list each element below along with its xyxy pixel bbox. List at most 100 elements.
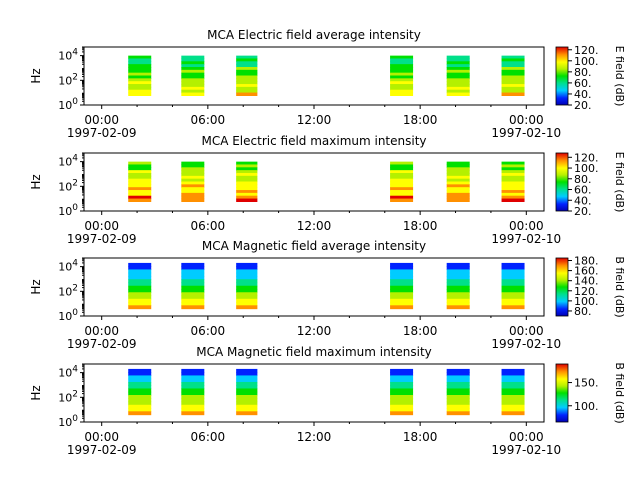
spectrogram-cell xyxy=(446,398,470,403)
spectrogram-cell xyxy=(236,190,258,194)
spectrogram-cell xyxy=(128,69,152,74)
spectrogram-cell xyxy=(446,89,470,94)
spectrogram-cell xyxy=(236,305,258,310)
spectrogram-cell xyxy=(181,192,205,197)
spectrogram-cell xyxy=(181,92,205,96)
spectrogram-cell xyxy=(181,262,205,267)
spectrogram-cell xyxy=(128,86,152,91)
x-tick-label: 06:00 xyxy=(191,324,226,338)
spectrogram-cell xyxy=(128,184,152,188)
spectrogram-cell xyxy=(501,266,525,271)
spectrogram-cell xyxy=(446,190,470,194)
spectrogram-cell xyxy=(446,388,470,393)
spectrogram-cell xyxy=(128,279,152,284)
spectrogram-cell xyxy=(446,269,470,274)
spectrogram-cell xyxy=(446,184,470,188)
spectrogram-cell xyxy=(236,391,258,396)
spectrogram-cell xyxy=(390,187,414,191)
spectrogram-cell xyxy=(446,178,470,183)
y-tick-base: 10 xyxy=(58,416,72,429)
spectrogram-cell xyxy=(236,275,258,280)
spectrogram-cell xyxy=(501,86,525,91)
y-tick-base: 10 xyxy=(58,285,72,298)
spectrogram-cell xyxy=(236,84,258,88)
spectrogram-cell xyxy=(128,92,152,96)
spectrogram-cell xyxy=(446,408,470,412)
spectrogram-block xyxy=(390,161,414,202)
spectrogram-cell xyxy=(181,289,205,293)
spectrogram-cell xyxy=(390,69,414,74)
spectrogram-cell xyxy=(181,86,205,91)
spectrogram-cell xyxy=(446,302,470,306)
spectrogram-cell xyxy=(446,64,470,68)
spectrogram-cell xyxy=(181,411,205,416)
spectrogram-cell xyxy=(390,401,414,406)
spectrogram-cell xyxy=(446,385,470,390)
y-tick-base: 10 xyxy=(58,74,72,87)
chart-panel-2: MCA Electric field maximum intensity1001… xyxy=(29,134,626,246)
spectrogram-block xyxy=(128,368,152,416)
x-tick-label: 18:00 xyxy=(403,430,438,444)
spectrogram-cell xyxy=(236,86,258,91)
spectrogram-cell xyxy=(446,295,470,300)
spectrogram-cell xyxy=(501,58,525,62)
spectrogram-cell xyxy=(236,408,258,412)
spectrogram-cell xyxy=(446,372,470,377)
spectrogram-cell xyxy=(501,61,525,65)
spectrogram-cell xyxy=(128,75,152,79)
spectrogram-cell xyxy=(236,295,258,300)
colorbar-tick-label: 140. xyxy=(574,275,599,288)
spectrogram-cell xyxy=(501,195,525,200)
y-tick-exponent: 0 xyxy=(72,97,78,107)
spectrogram-cell xyxy=(128,295,152,300)
spectrogram-cell xyxy=(390,64,414,68)
colorbar-tick-label: 120. xyxy=(574,151,599,164)
x-tick-label: 12:00 xyxy=(297,430,332,444)
spectrogram-cell xyxy=(236,266,258,271)
y-tick-base: 10 xyxy=(58,261,72,274)
spectrogram-cell xyxy=(390,378,414,383)
spectrogram-cell xyxy=(236,178,258,183)
colorbar-tick-label: 80. xyxy=(574,66,592,79)
spectrogram-cell xyxy=(390,391,414,396)
spectrogram-cell xyxy=(181,401,205,406)
spectrogram-cell xyxy=(446,86,470,91)
spectrogram-cell xyxy=(501,305,525,310)
spectrogram-cell xyxy=(236,292,258,297)
spectrogram-cell xyxy=(390,84,414,88)
spectrogram-cell xyxy=(236,66,258,71)
spectrogram-cell xyxy=(236,298,258,303)
colorbar-tick-label: 80. xyxy=(574,305,592,318)
spectrogram-cell xyxy=(236,262,258,267)
spectrogram-cell xyxy=(236,388,258,393)
spectrogram-cell xyxy=(390,285,414,290)
y-axis-label: Hz xyxy=(29,279,43,294)
spectrogram-cell xyxy=(236,89,258,94)
spectrogram-cell xyxy=(390,61,414,65)
spectrogram-cell xyxy=(390,175,414,180)
spectrogram-cell xyxy=(446,187,470,191)
y-tick-label: 100 xyxy=(58,308,78,323)
spectrogram-cell xyxy=(181,198,205,202)
spectrogram-cell xyxy=(128,266,152,271)
x-tick-label: 18:00 xyxy=(403,324,438,338)
spectrogram-block xyxy=(128,161,152,202)
spectrogram-cell xyxy=(501,378,525,383)
y-tick-label: 104 xyxy=(58,154,78,169)
spectrogram-cell xyxy=(181,181,205,185)
colorbar-label: B field (dB) xyxy=(613,256,626,317)
spectrogram-cell xyxy=(501,375,525,380)
y-tick-label: 102 xyxy=(58,389,78,404)
spectrogram-block xyxy=(390,262,414,310)
spectrogram-cell xyxy=(390,381,414,386)
spectrogram-cell xyxy=(390,184,414,188)
spectrogram-cell xyxy=(446,381,470,386)
spectrogram-cell xyxy=(390,89,414,94)
spectrogram-cell xyxy=(128,408,152,412)
spectrogram-cell xyxy=(390,305,414,310)
spectrogram-cell xyxy=(501,78,525,82)
x-tick-label: 12:00 xyxy=(297,219,332,233)
spectrogram-cell xyxy=(236,175,258,180)
spectrogram-cell xyxy=(390,72,414,77)
